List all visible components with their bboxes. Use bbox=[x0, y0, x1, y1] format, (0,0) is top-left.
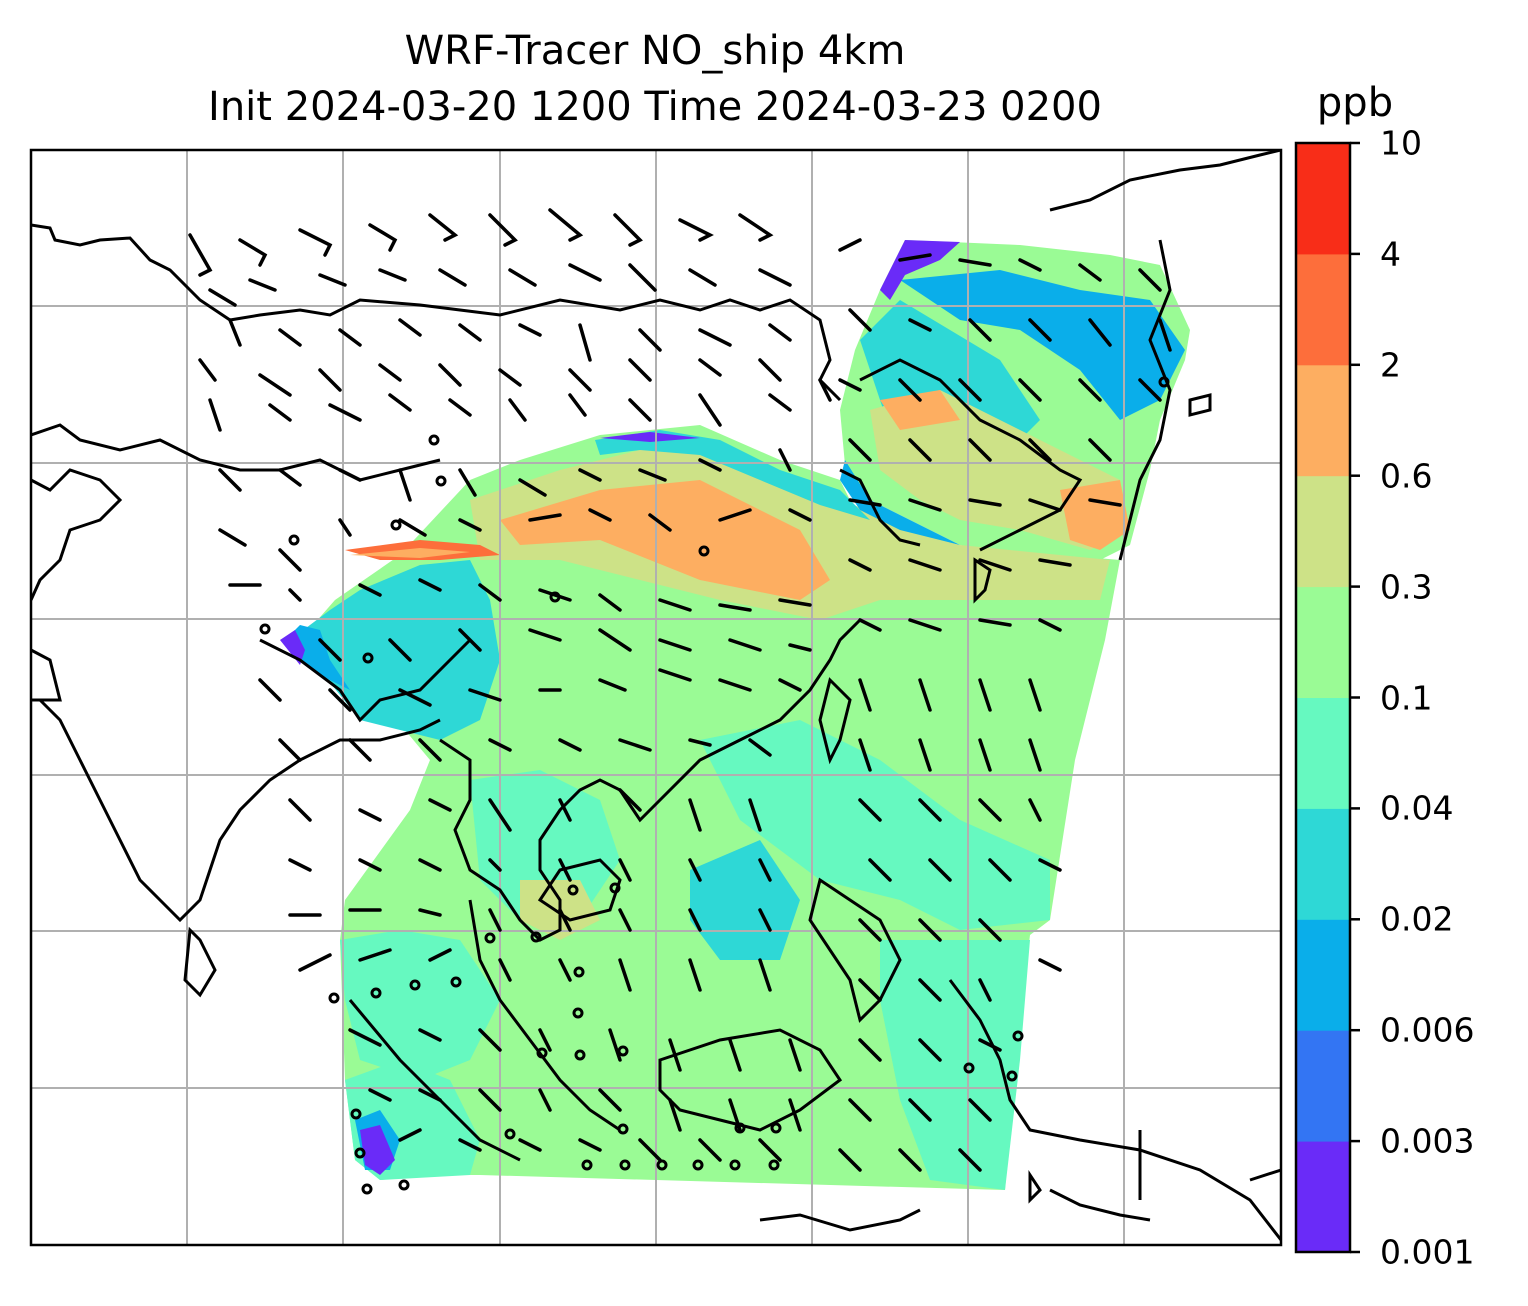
colorbar-segment bbox=[1296, 475, 1350, 588]
colorbar bbox=[1294, 141, 1360, 1254]
field-band-edge-violet bbox=[600, 432, 700, 442]
colorbar-segment bbox=[1296, 586, 1350, 698]
colorbar-segment bbox=[1296, 1141, 1350, 1253]
field-ne-violet-edge bbox=[880, 240, 960, 300]
colorbar-segment bbox=[1296, 697, 1350, 809]
coastlines bbox=[31, 150, 1281, 1241]
field-south-cyan bbox=[340, 930, 500, 1080]
field-western-violet bbox=[280, 630, 305, 665]
colorbar-tick-label: 2 bbox=[1380, 345, 1401, 385]
colorbar-segment bbox=[1296, 919, 1350, 1031]
colorbar-tick-label: 10 bbox=[1380, 123, 1422, 163]
field-east-cyan2 bbox=[880, 940, 1030, 1190]
colorbar-tick-label: 0.001 bbox=[1380, 1232, 1475, 1272]
field-ne-orange2 bbox=[1060, 480, 1130, 550]
field-western-blue bbox=[285, 625, 350, 690]
field-ne-orange3 bbox=[880, 390, 960, 430]
tracer-field bbox=[280, 240, 1190, 1190]
colorbar-segment bbox=[1296, 143, 1350, 255]
colorbar-tick-label: 0.006 bbox=[1380, 1010, 1475, 1050]
colorbar-tick-label: 0.1 bbox=[1380, 678, 1433, 717]
map-frame bbox=[29, 148, 1283, 1247]
wind-barbs bbox=[188, 208, 1172, 1172]
colorbar-segment bbox=[1296, 808, 1350, 920]
field-band-peak-2 bbox=[350, 548, 470, 558]
colorbar-tick-label: 0.04 bbox=[1380, 788, 1454, 828]
title-line-1: WRF-Tracer NO_ship 4km bbox=[404, 28, 906, 74]
colorbar-tick-label: 0.6 bbox=[1380, 456, 1433, 496]
field-south-violet bbox=[360, 1125, 395, 1175]
colorbar-segment bbox=[1296, 364, 1350, 477]
colorbar-tick-label: 4 bbox=[1380, 234, 1401, 274]
colorbar-tick-label: 0.02 bbox=[1380, 899, 1454, 939]
gridlines bbox=[31, 150, 1281, 1245]
colorbar-tick-label: 0.003 bbox=[1380, 1121, 1475, 1161]
title-line-2: Init 2024-03-20 1200 Time 2024-03-23 020… bbox=[208, 84, 1102, 130]
colorbar-unit: ppb bbox=[1316, 80, 1394, 126]
calm-wind-markers bbox=[259, 376, 1170, 1195]
colorbar-tick-label: 0.3 bbox=[1380, 567, 1433, 607]
field-mid-cyan2 bbox=[470, 770, 620, 920]
field-east-cyan bbox=[700, 720, 1050, 930]
colorbar-segment bbox=[1296, 253, 1350, 366]
field-ne-blue bbox=[900, 270, 1185, 420]
colorbar-segment bbox=[1296, 1030, 1350, 1142]
map-content bbox=[31, 150, 1281, 1245]
